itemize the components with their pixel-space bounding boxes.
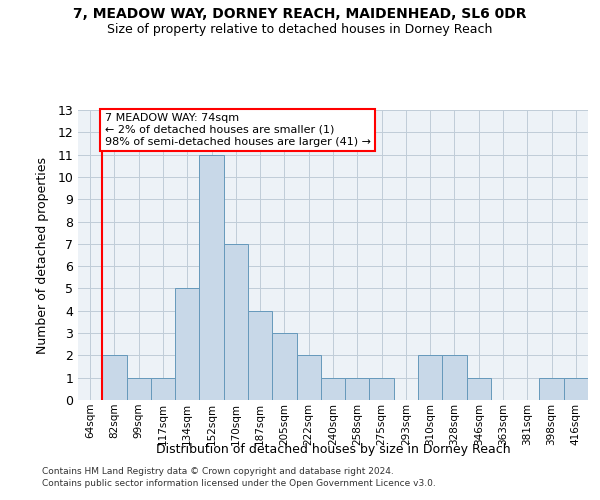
Bar xyxy=(321,378,345,400)
Bar xyxy=(224,244,248,400)
Text: Contains HM Land Registry data © Crown copyright and database right 2024.: Contains HM Land Registry data © Crown c… xyxy=(42,467,394,476)
Bar xyxy=(564,378,588,400)
Text: 7, MEADOW WAY, DORNEY REACH, MAIDENHEAD, SL6 0DR: 7, MEADOW WAY, DORNEY REACH, MAIDENHEAD,… xyxy=(73,8,527,22)
Text: Distribution of detached houses by size in Dorney Reach: Distribution of detached houses by size … xyxy=(155,442,511,456)
Bar xyxy=(442,356,467,400)
Bar xyxy=(127,378,151,400)
Bar xyxy=(370,378,394,400)
Bar xyxy=(199,154,224,400)
Bar xyxy=(467,378,491,400)
Bar xyxy=(418,356,442,400)
Bar xyxy=(175,288,199,400)
Y-axis label: Number of detached properties: Number of detached properties xyxy=(36,156,49,354)
Bar xyxy=(272,333,296,400)
Text: Size of property relative to detached houses in Dorney Reach: Size of property relative to detached ho… xyxy=(107,22,493,36)
Bar xyxy=(296,356,321,400)
Text: 7 MEADOW WAY: 74sqm
← 2% of detached houses are smaller (1)
98% of semi-detached: 7 MEADOW WAY: 74sqm ← 2% of detached hou… xyxy=(105,114,371,146)
Text: Contains public sector information licensed under the Open Government Licence v3: Contains public sector information licen… xyxy=(42,478,436,488)
Bar xyxy=(151,378,175,400)
Bar xyxy=(248,311,272,400)
Bar xyxy=(539,378,564,400)
Bar xyxy=(102,356,127,400)
Bar xyxy=(345,378,370,400)
